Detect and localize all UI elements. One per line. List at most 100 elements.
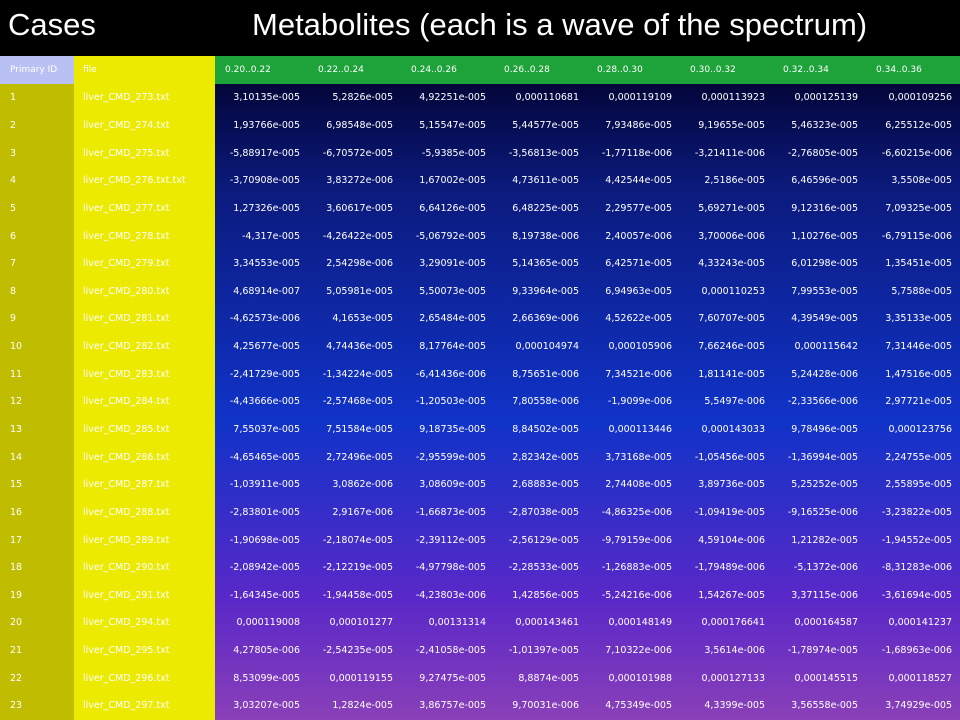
- primary-id-cell[interactable]: 8: [10, 285, 17, 297]
- value-cell[interactable]: 3,10135e-005: [233, 92, 300, 104]
- value-cell[interactable]: 9,18735e-005: [419, 424, 486, 435]
- value-cell[interactable]: 7,93486e-005: [605, 119, 672, 131]
- value-cell[interactable]: -5,88917e-005: [229, 147, 300, 159]
- value-cell[interactable]: 0,000164587: [794, 617, 858, 629]
- value-cell[interactable]: -9,79159e-006: [601, 534, 672, 546]
- value-cell[interactable]: 4,73611e-005: [512, 175, 579, 187]
- value-cell[interactable]: 1,67002e-005: [419, 175, 486, 187]
- value-cell[interactable]: 5,24428e-006: [791, 368, 858, 380]
- value-cell[interactable]: 2,5186e-005: [704, 175, 765, 187]
- value-cell[interactable]: 6,98548e-005: [326, 119, 393, 131]
- value-cell[interactable]: -5,06792e-005: [415, 230, 486, 242]
- value-cell[interactable]: 8,8874e-005: [518, 672, 579, 684]
- value-cell[interactable]: 3,5614e-006: [704, 645, 765, 657]
- primary-id-cell[interactable]: 9: [10, 313, 17, 325]
- value-cell[interactable]: -2,08942e-005: [229, 562, 300, 574]
- value-cell[interactable]: -1,01397e-005: [508, 645, 579, 657]
- value-cell[interactable]: -4,26422e-005: [322, 230, 393, 242]
- value-cell[interactable]: -6,79115e-006: [881, 230, 952, 242]
- value-cell[interactable]: -4,317e-005: [241, 230, 300, 242]
- value-cell[interactable]: 7,34521e-006: [605, 368, 672, 380]
- value-cell[interactable]: 0,000115642: [794, 341, 858, 353]
- value-cell[interactable]: -1,64345e-005: [229, 589, 300, 601]
- value-cell[interactable]: 3,70006e-006: [698, 230, 765, 242]
- value-cell[interactable]: 3,56558e-005: [791, 700, 858, 712]
- value-cell[interactable]: 3,03207e-005: [233, 700, 300, 712]
- value-cell[interactable]: 8,75651e-006: [512, 368, 579, 380]
- value-cell[interactable]: 8,19738e-006: [512, 230, 579, 242]
- value-cell[interactable]: 5,25252e-005: [791, 479, 858, 491]
- value-cell[interactable]: 0,000110253: [701, 285, 765, 297]
- file-cell[interactable]: liver_CMD_286.txt: [83, 451, 170, 463]
- value-cell[interactable]: 0,000119109: [608, 92, 672, 104]
- value-cell[interactable]: 4,74436e-005: [326, 341, 393, 353]
- file-cell[interactable]: liver_CMD_290.txt: [83, 562, 170, 574]
- value-cell[interactable]: 5,7588e-005: [891, 285, 952, 297]
- primary-id-cell[interactable]: 11: [10, 368, 23, 380]
- value-cell[interactable]: 1,81141e-005: [698, 368, 765, 380]
- value-cell[interactable]: 5,15547e-005: [419, 119, 486, 131]
- header-wave[interactable]: 0.24..0.26: [411, 65, 457, 75]
- value-cell[interactable]: -1,94552e-005: [881, 534, 952, 546]
- value-cell[interactable]: -4,65465e-005: [229, 451, 300, 463]
- value-cell[interactable]: 3,86757e-005: [419, 700, 486, 712]
- value-cell[interactable]: 4,3399e-005: [704, 700, 765, 712]
- value-cell[interactable]: -1,68963e-006: [881, 645, 952, 657]
- value-cell[interactable]: 0,000113923: [701, 92, 765, 104]
- primary-id-cell[interactable]: 12: [10, 396, 23, 408]
- value-cell[interactable]: -3,21411e-006: [694, 147, 765, 159]
- primary-id-cell[interactable]: 3: [10, 147, 17, 159]
- primary-id-cell[interactable]: 7: [10, 258, 17, 270]
- header-file[interactable]: file: [83, 65, 97, 75]
- file-cell[interactable]: liver_CMD_295.txt: [83, 645, 170, 657]
- value-cell[interactable]: -1,09419e-005: [694, 506, 765, 518]
- value-cell[interactable]: 6,25512e-005: [885, 119, 952, 131]
- value-cell[interactable]: -2,18074e-005: [322, 534, 393, 546]
- value-cell[interactable]: 1,42856e-005: [512, 589, 579, 601]
- value-cell[interactable]: 5,50073e-005: [419, 285, 486, 297]
- value-cell[interactable]: -5,24216e-006: [601, 589, 672, 601]
- value-cell[interactable]: -4,97798e-005: [415, 562, 486, 574]
- value-cell[interactable]: 2,72496e-005: [326, 451, 393, 463]
- value-cell[interactable]: -2,39112e-005: [415, 534, 486, 546]
- file-cell[interactable]: liver_CMD_296.txt: [83, 672, 170, 684]
- header-wave[interactable]: 0.32..0.34: [783, 65, 829, 75]
- value-cell[interactable]: 3,5508e-005: [891, 175, 952, 187]
- value-cell[interactable]: 0,000148149: [608, 617, 672, 629]
- primary-id-cell[interactable]: 10: [10, 341, 23, 353]
- value-cell[interactable]: 6,42571e-005: [605, 258, 672, 270]
- value-cell[interactable]: 3,74929e-005: [885, 700, 952, 712]
- value-cell[interactable]: 0,000110681: [515, 92, 579, 104]
- value-cell[interactable]: 0,000101988: [608, 672, 672, 684]
- value-cell[interactable]: 2,40057e-006: [605, 230, 672, 242]
- header-wave[interactable]: 0.26..0.28: [504, 65, 550, 75]
- value-cell[interactable]: -1,78974e-005: [787, 645, 858, 657]
- value-cell[interactable]: 6,64126e-005: [419, 202, 486, 214]
- primary-id-cell[interactable]: 13: [10, 424, 23, 435]
- value-cell[interactable]: 3,60617e-005: [326, 202, 393, 214]
- value-cell[interactable]: -1,90698e-005: [229, 534, 300, 546]
- value-cell[interactable]: 1,2824e-005: [332, 700, 393, 712]
- header-wave[interactable]: 0.28..0.30: [597, 65, 643, 75]
- value-cell[interactable]: 3,08609e-005: [419, 479, 486, 491]
- primary-id-cell[interactable]: 6: [10, 230, 17, 242]
- value-cell[interactable]: 1,10276e-005: [791, 230, 858, 242]
- header-wave[interactable]: 0.30..0.32: [690, 65, 736, 75]
- header-wave[interactable]: 0.22..0.24: [318, 65, 364, 75]
- value-cell[interactable]: 0,00131314: [428, 617, 486, 629]
- value-cell[interactable]: -2,12219e-005: [322, 562, 393, 574]
- value-cell[interactable]: -2,28533e-005: [508, 562, 579, 574]
- value-cell[interactable]: -1,66873e-005: [415, 506, 486, 518]
- value-cell[interactable]: -3,56813e-005: [508, 147, 579, 159]
- primary-id-cell[interactable]: 19: [10, 589, 23, 601]
- primary-id-cell[interactable]: 16: [10, 506, 23, 518]
- value-cell[interactable]: 1,35451e-005: [885, 258, 952, 270]
- value-cell[interactable]: -1,20503e-005: [415, 396, 486, 408]
- value-cell[interactable]: -2,41058e-005: [415, 645, 486, 657]
- value-cell[interactable]: -1,26883e-005: [601, 562, 672, 574]
- value-cell[interactable]: 3,35133e-005: [885, 313, 952, 325]
- value-cell[interactable]: 4,68914e-007: [233, 285, 300, 297]
- value-cell[interactable]: 0,000119155: [329, 672, 393, 684]
- value-cell[interactable]: -6,70572e-005: [322, 147, 393, 159]
- value-cell[interactable]: 7,09325e-005: [885, 202, 952, 214]
